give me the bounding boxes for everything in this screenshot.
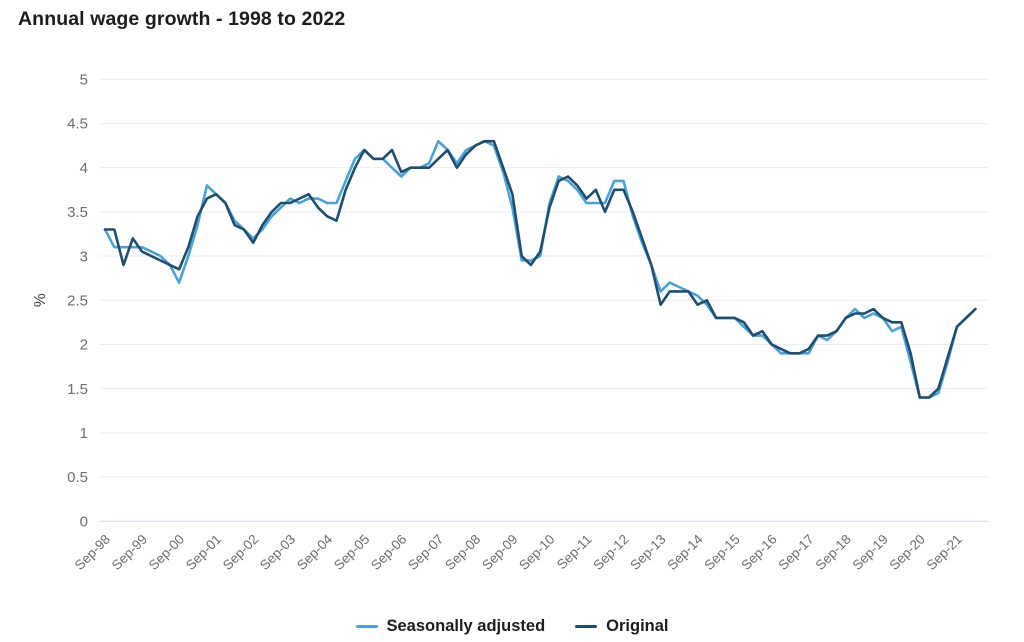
x-tick-label: Sep-98 [72,532,113,573]
x-tick-label: Sep-08 [442,532,483,573]
y-tick-label: 0.5 [67,469,88,486]
x-tick-label: Sep-18 [812,532,853,573]
x-tick-label: Sep-16 [738,532,779,573]
x-tick-label: Sep-09 [479,532,520,573]
x-tick-label: Sep-06 [368,532,409,573]
y-tick-label: 3 [80,248,88,265]
x-tick-label: Sep-07 [405,532,446,573]
y-tick-label: 5 [80,72,88,89]
legend-item-seasonally-adjusted[interactable]: Seasonally adjusted [355,617,546,636]
y-gridlines [100,78,988,522]
y-tick-label: 0 [80,513,88,530]
x-tick-label: Sep-00 [146,532,187,573]
legend-item-original[interactable]: Original [575,617,669,636]
y-tick-label: 1 [80,425,88,442]
y-tick-label: 1.5 [67,381,88,398]
x-tick-label: Sep-99 [109,532,150,573]
y-axis-label: % [32,293,49,307]
x-tick-label: Sep-13 [627,532,668,573]
series-line-seasonally-adjusted [103,139,977,399]
y-tick-label: 4.5 [67,116,88,133]
legend-label: Original [606,617,669,635]
x-tick-label: Sep-02 [220,532,261,573]
x-tick-label: Sep-12 [590,532,631,573]
original-line-swatch [575,624,598,629]
y-axis-unit: % [32,293,49,307]
x-tick-label: Sep-05 [331,532,372,573]
x-tick-label: Sep-15 [701,532,742,573]
series-line-original [103,139,977,399]
x-tick-label: Sep-14 [664,531,706,573]
y-tick-labels: 0 0.5 1 1.5 2 2.5 3 3.5 4 4.5 5 [67,72,88,531]
x-tick-labels: Sep-98Sep-99Sep-00Sep-01Sep-02Sep-03Sep-… [72,531,965,573]
legend-label: Seasonally adjusted [386,617,546,635]
y-tick-label: 2 [80,337,88,354]
x-tick-label: Sep-17 [775,532,816,573]
x-tick-label: Sep-19 [850,532,891,573]
y-tick-label: 4 [80,160,88,177]
y-tick-label: 3.5 [67,204,88,221]
x-tick-label: Sep-10 [516,532,557,573]
seasonally-adjusted-line-swatch [355,624,378,629]
x-tick-label: Sep-11 [554,532,595,573]
x-tick-label: Sep-03 [257,532,298,573]
x-tick-label: Sep-01 [183,532,224,573]
chart-legend: Seasonally adjusted Original [0,617,1024,636]
series-lines [103,139,977,399]
x-tick-label: Sep-21 [924,532,965,573]
x-tick-label: Sep-20 [887,532,928,573]
y-tick-label: 2.5 [67,292,88,309]
x-tick-label: Sep-04 [294,531,336,573]
page-title: Annual wage growth - 1998 to 2022 [18,8,346,30]
